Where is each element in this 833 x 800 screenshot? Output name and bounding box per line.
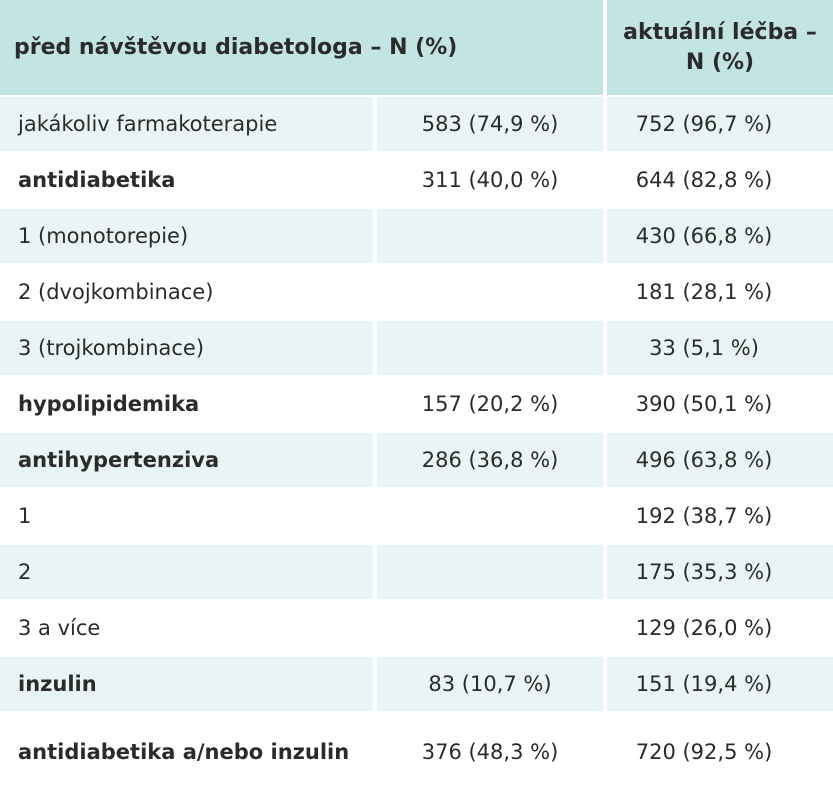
header-current-treatment: aktuální léčba – N (%): [623, 19, 817, 75]
row-current-value: 752 (96,7 %): [635, 112, 773, 136]
table-header-row: před návštěvou diabetologa – N (%) aktuá…: [0, 0, 833, 96]
row-current-value: 192 (38,7 %): [635, 504, 773, 528]
table-row: antidiabetika a/nebo inzulin 376 (48,3 %…: [0, 712, 833, 790]
row-before-value: 376 (48,3 %): [375, 712, 607, 790]
row-before-value: [375, 488, 607, 544]
row-current-value: 181 (28,1 %): [635, 280, 773, 304]
table-row: 3 (trojkombinace) 33 (5,1 %): [0, 320, 833, 376]
row-label: hypolipidemika: [0, 376, 377, 432]
table-row: 2 (dvojkombinace) 181 (28,1 %): [0, 264, 833, 320]
table-row: 2 175 (35,3 %): [0, 544, 833, 600]
row-current-value: 129 (26,0 %): [635, 616, 773, 640]
row-label: antidiabetika: [0, 152, 377, 208]
header-before-visit: před návštěvou diabetologa – N (%): [0, 0, 607, 96]
row-before-value: [375, 208, 607, 264]
row-current-value: 175 (35,3 %): [635, 560, 773, 584]
row-current-value: 496 (63,8 %): [635, 448, 773, 472]
row-before-value: [375, 600, 607, 656]
row-current-value: 720 (92,5 %): [635, 739, 773, 764]
row-before-value: 83 (10,7 %): [375, 656, 607, 712]
row-label: 2 (dvojkombinace): [0, 264, 377, 320]
table-row: 1 192 (38,7 %): [0, 488, 833, 544]
row-current-value: 33 (5,1 %): [649, 336, 759, 360]
row-label: 1: [0, 488, 377, 544]
table-row: jakákoliv farmakoterapie 583 (74,9 %) 75…: [0, 96, 833, 152]
row-label: 1 (monotorepie): [0, 208, 377, 264]
table-row: inzulin 83 (10,7 %) 151 (19,4 %): [0, 656, 833, 712]
row-before-value: [375, 264, 607, 320]
table-row: hypolipidemika 157 (20,2 %) 390 (50,1 %): [0, 376, 833, 432]
table-row: 3 a více 129 (26,0 %): [0, 600, 833, 656]
table-row: 1 (monotorepie) 430 (66,8 %): [0, 208, 833, 264]
row-current-value: 151 (19,4 %): [635, 672, 773, 696]
row-current-value: 644 (82,8 %): [635, 168, 773, 192]
row-before-value: 583 (74,9 %): [375, 96, 607, 152]
row-label: 3 (trojkombinace): [0, 320, 377, 376]
row-label: jakákoliv farmakoterapie: [0, 96, 377, 152]
row-label: 2: [0, 544, 377, 600]
row-current-value: 390 (50,1 %): [635, 392, 773, 416]
table-row: antidiabetika 311 (40,0 %) 644 (82,8 %): [0, 152, 833, 208]
row-before-value: [375, 544, 607, 600]
row-current-value: 430 (66,8 %): [635, 224, 773, 248]
row-before-value: [375, 320, 607, 376]
row-label: antihypertenziva: [0, 432, 377, 488]
table-row: antihypertenziva 286 (36,8 %) 496 (63,8 …: [0, 432, 833, 488]
row-label: 3 a více: [0, 600, 377, 656]
row-label: antidiabetika a/nebo inzulin: [0, 712, 377, 790]
row-before-value: 157 (20,2 %): [375, 376, 607, 432]
row-before-value: 286 (36,8 %): [375, 432, 607, 488]
row-before-value: 311 (40,0 %): [375, 152, 607, 208]
row-label: inzulin: [0, 656, 377, 712]
